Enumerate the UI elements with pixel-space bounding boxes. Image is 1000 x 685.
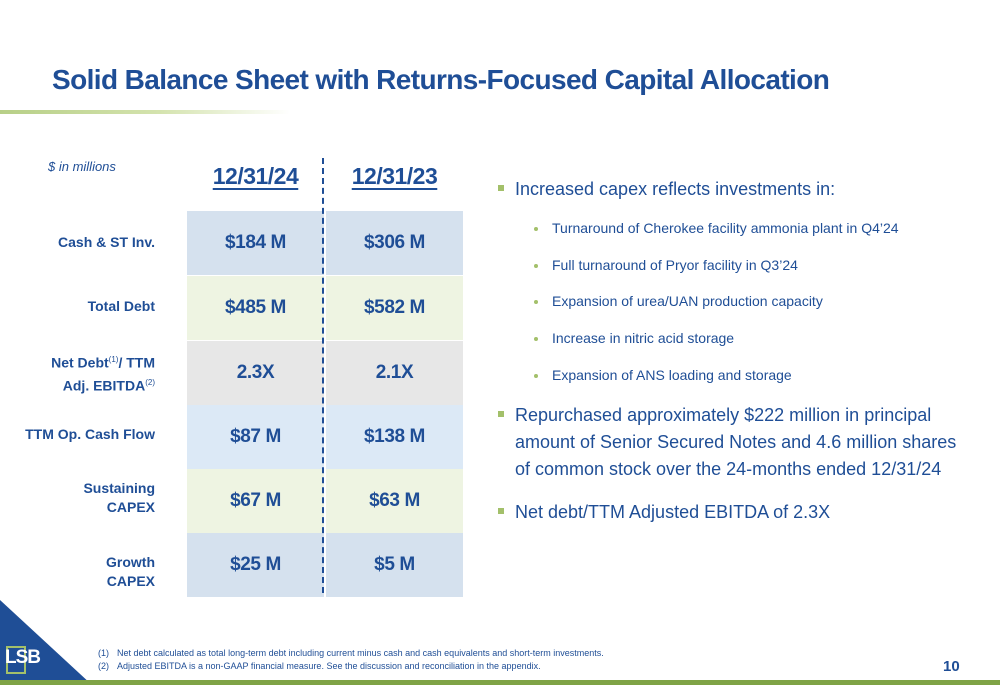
growth-capex-2024-cell: $25 M xyxy=(187,533,324,597)
bullet-capex-investments: Increased capex reflects investments in: xyxy=(498,176,968,203)
square-bullet-icon xyxy=(498,185,504,191)
op-cash-flow-2023-cell: $138 M xyxy=(326,405,463,469)
row-label-growth-capex: Growth CAPEX xyxy=(106,554,155,589)
net-debt-ratio-2023-cell: 2.1X xyxy=(326,341,463,405)
title-underline xyxy=(0,110,290,114)
footnote-1: (1) Net debt calculated as total long-ter… xyxy=(98,648,604,658)
row-label-total-debt: Total Debt xyxy=(87,298,155,314)
units-note: $ in millions xyxy=(48,159,116,174)
dot-bullet-icon xyxy=(534,337,538,341)
op-cash-flow-2024-cell: $87 M xyxy=(187,405,324,469)
corner-triangle xyxy=(0,600,92,685)
column-divider xyxy=(322,158,324,593)
dot-bullet-icon xyxy=(534,227,538,231)
growth-capex-2023-cell: $5 M xyxy=(326,533,463,597)
row-label-op-cash-flow: TTM Op. Cash Flow xyxy=(25,426,155,442)
cash-2024-cell: $184 M xyxy=(187,211,324,275)
row-label-cash: Cash & ST Inv. xyxy=(58,234,155,250)
sustaining-capex-2023-cell: $63 M xyxy=(326,469,463,533)
dot-bullet-icon xyxy=(534,300,538,304)
sub-bullet: Expansion of ANS loading and storage xyxy=(534,367,792,383)
sub-bullet: Expansion of urea/UAN production capacit… xyxy=(534,293,823,309)
bullet-net-debt-ratio: Net debt/TTM Adjusted EBITDA of 2.3X xyxy=(498,499,968,526)
footnote-2: (2) Adjusted EBITDA is a non-GAAP financi… xyxy=(98,661,541,671)
total-debt-2024-cell: $485 M xyxy=(187,276,324,340)
sustaining-capex-2024-cell: $67 M xyxy=(187,469,324,533)
square-bullet-icon xyxy=(498,411,504,417)
square-bullet-icon xyxy=(498,508,504,514)
sub-bullet: Turnaround of Cherokee facility ammonia … xyxy=(534,220,899,236)
sub-bullet: Full turnaround of Pryor facility in Q3’… xyxy=(534,257,798,273)
row-label-net-debt-ebitda: Net Debt(1)/ TTM Adj. EBITDA(2) xyxy=(51,354,155,394)
company-logo: LSB xyxy=(5,647,41,668)
page-number: 10 xyxy=(943,658,960,675)
net-debt-ratio-2024-cell: 2.3X xyxy=(187,341,324,405)
footnotes: (1) Net debt calculated as total long-ter… xyxy=(98,647,604,673)
logo-mark-icon xyxy=(6,646,26,674)
dot-bullet-icon xyxy=(534,374,538,378)
row-label-sustaining-capex: Sustaining CAPEX xyxy=(83,480,155,515)
dot-bullet-icon xyxy=(534,264,538,268)
total-debt-2023-cell: $582 M xyxy=(326,276,463,340)
column-header-2023: 12/31/23 xyxy=(351,163,438,189)
sub-bullet: Increase in nitric acid storage xyxy=(534,330,734,346)
bullet-repurchase: Repurchased approximately $222 million i… xyxy=(498,402,963,483)
page-title: Solid Balance Sheet with Returns-Focused… xyxy=(52,64,830,95)
bottom-bar xyxy=(0,680,1000,685)
column-header-2024: 12/31/24 xyxy=(212,163,299,189)
cash-2023-cell: $306 M xyxy=(326,211,463,275)
